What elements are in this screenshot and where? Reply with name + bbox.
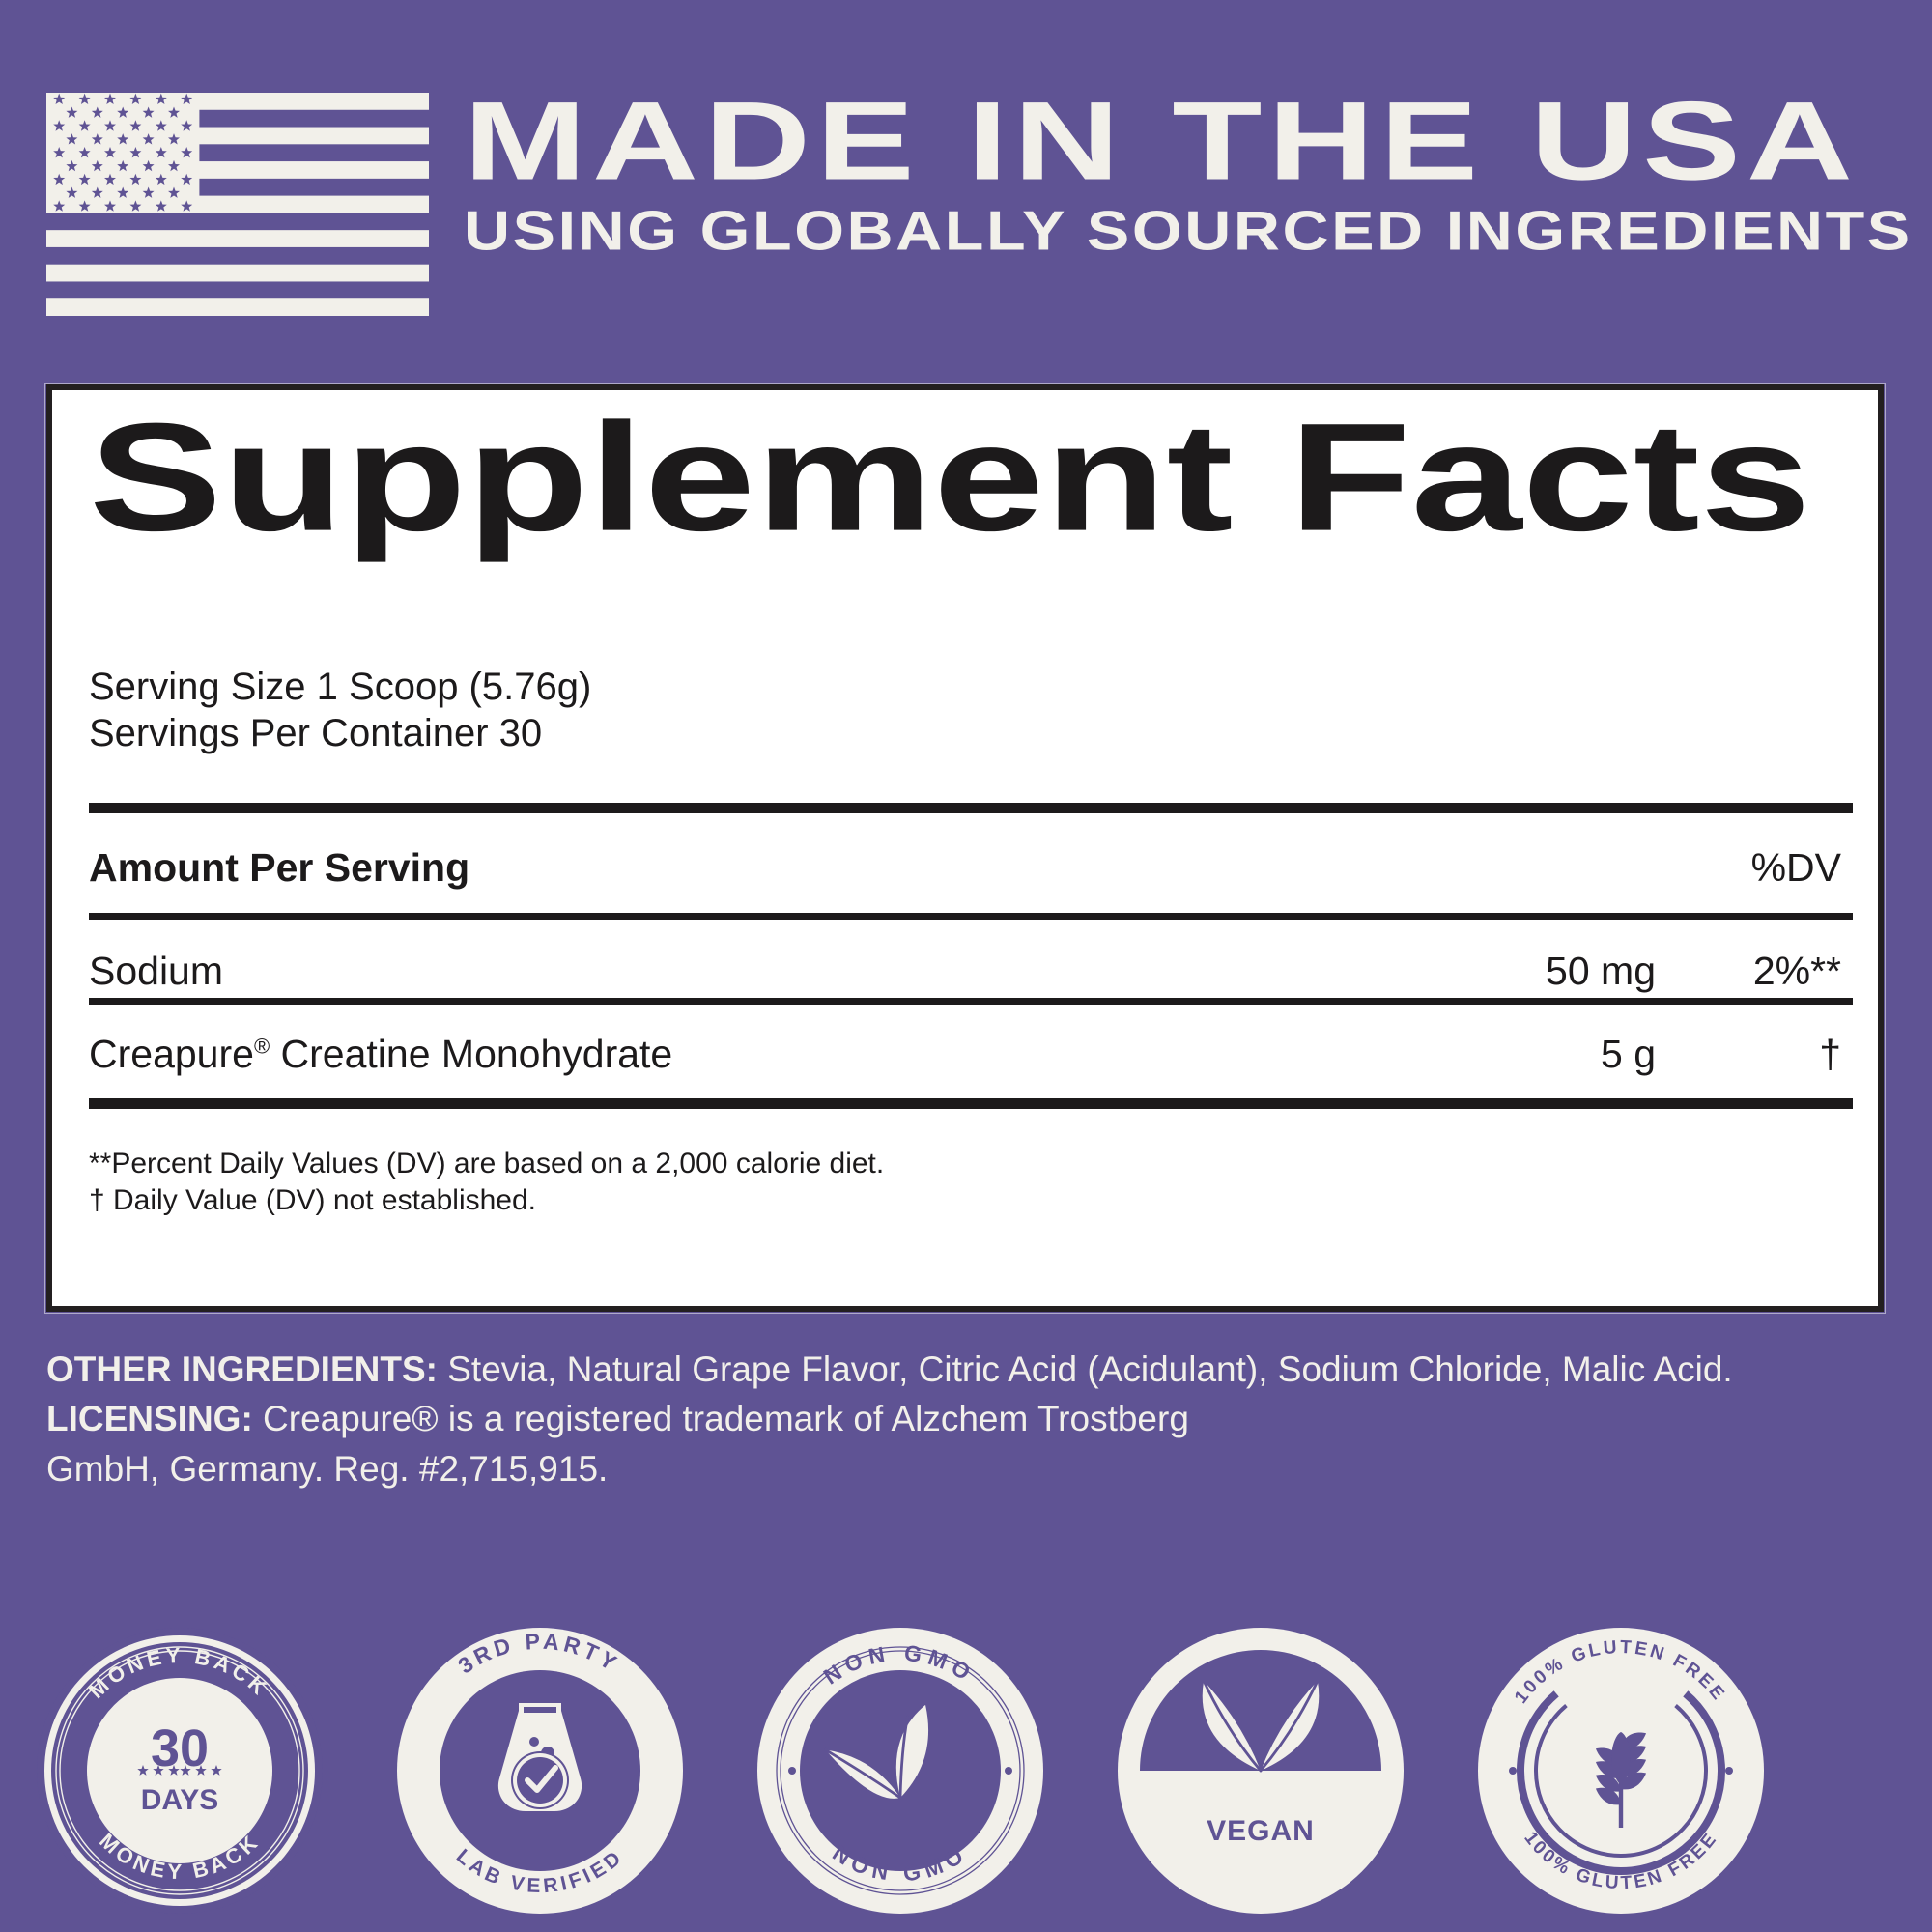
svg-text:30: 30	[151, 1719, 209, 1777]
svg-text:DAYS: DAYS	[141, 1784, 219, 1816]
svg-text:VEGAN: VEGAN	[1207, 1815, 1315, 1847]
